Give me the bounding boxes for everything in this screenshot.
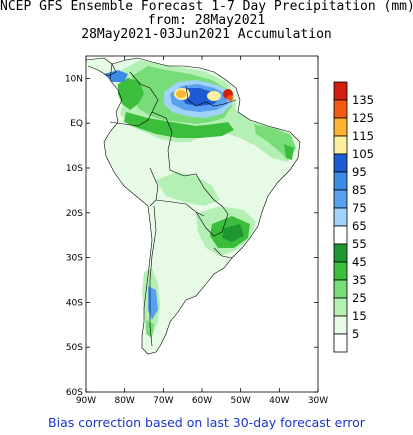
map-title-line-2: from: 28May2021 — [147, 13, 266, 28]
colorbar-swatch — [333, 225, 348, 245]
map-title-line-1: NCEP GFS Ensemble Forecast 1-7 Day Preci… — [0, 0, 413, 14]
colorbar-label: 45 — [352, 255, 367, 269]
lon-tick-label: 90W — [76, 396, 96, 406]
precip-area-45-colombia — [118, 78, 144, 110]
precip-peak-115-a — [176, 90, 186, 98]
border-uruguay — [213, 247, 233, 259]
precip-area-45-ne-coast — [284, 144, 294, 160]
precipitation-shading — [104, 60, 296, 338]
lat-tick-label: 30S — [66, 254, 83, 264]
border-colombia-ecuador-peru — [109, 111, 153, 127]
latitude-ticks: 10N EQ 10S 20S 30S 40S 50S 60S — [65, 74, 318, 398]
lat-tick-label: 10N — [65, 74, 83, 84]
colorbar-swatch — [333, 135, 348, 155]
map-title-line-3: 28May2021-03Jun2021 Accumulation — [81, 27, 332, 42]
colorbar-swatch — [333, 315, 348, 335]
border-bolivia-argentina — [155, 199, 205, 217]
colorbar-label: 15 — [352, 309, 367, 323]
border-peru-bolivia — [149, 167, 159, 207]
lat-tick-label: 50S — [66, 343, 83, 353]
colorbar-label: 105 — [352, 147, 374, 161]
colorbar-swatch — [333, 153, 348, 173]
colorbar-label: 25 — [352, 291, 367, 305]
border-chile-argentina — [149, 205, 157, 347]
colorbar-label: 5 — [352, 327, 359, 341]
colorbar-swatch — [333, 333, 348, 353]
central-america-coast — [85, 57, 117, 77]
colorbar-label: 125 — [352, 111, 374, 125]
colorbar-label: 135 — [352, 93, 374, 107]
colorbar-label: 115 — [352, 129, 374, 143]
lon-tick-label: 60W — [192, 396, 212, 406]
lat-tick-label: 10S — [66, 164, 83, 174]
colorbar-label: 35 — [352, 273, 367, 287]
colorbar-label: 95 — [352, 165, 367, 179]
precip-area-45-amazon — [124, 112, 234, 138]
border-paraguay — [195, 211, 229, 237]
lon-tick-label: 40W — [269, 396, 289, 406]
colorbar-swatch — [333, 171, 348, 191]
lat-tick-label: EQ — [70, 119, 83, 129]
colorbar-swatch — [333, 261, 348, 281]
border-venezuela-guyana — [185, 85, 237, 107]
central-america-land — [86, 58, 116, 76]
colorbar-label: 85 — [352, 183, 367, 197]
country-borders — [85, 57, 301, 355]
lon-tick-label: 50W — [230, 396, 250, 406]
coastline — [103, 57, 301, 355]
colorbar-label: 55 — [352, 237, 367, 251]
colorbar-label: 65 — [352, 219, 367, 233]
border-colombia-venezuela — [129, 71, 159, 113]
precip-peak-125-c — [227, 95, 233, 101]
colorbar-swatch — [333, 207, 348, 227]
colorbar-swatch — [333, 279, 348, 299]
colorbar-swatch — [333, 81, 348, 101]
colorbar-swatch — [333, 243, 348, 263]
precip-area-75-south-chile — [148, 286, 158, 320]
precip-area-15-interior — [156, 172, 220, 206]
longitude-ticks: 90W 80W 70W 60W 50W 40W 30W — [76, 56, 328, 406]
lat-tick-label: 60S — [66, 388, 83, 398]
colorbar-swatch — [333, 99, 348, 119]
border-brazil-west — [151, 111, 229, 215]
bias-correction-note: Bias correction based on last 30-day for… — [48, 415, 365, 430]
precip-area-55-south-brazil — [222, 224, 244, 242]
lat-tick-label: 40S — [66, 298, 83, 308]
colorbar-swatch — [333, 297, 348, 317]
lon-tick-label: 30W — [308, 396, 328, 406]
precip-peak-105-b — [207, 91, 221, 101]
lat-tick-label: 20S — [66, 209, 83, 219]
colorbar-swatch — [333, 189, 348, 209]
lon-tick-label: 80W — [114, 396, 134, 406]
colorbar-label: 75 — [352, 201, 367, 215]
colorbar: 135 125 115 105 95 85 75 65 55 45 35 25 15 5 — [333, 81, 374, 353]
lon-tick-label: 70W — [153, 396, 173, 406]
colorbar-swatch — [333, 117, 348, 137]
